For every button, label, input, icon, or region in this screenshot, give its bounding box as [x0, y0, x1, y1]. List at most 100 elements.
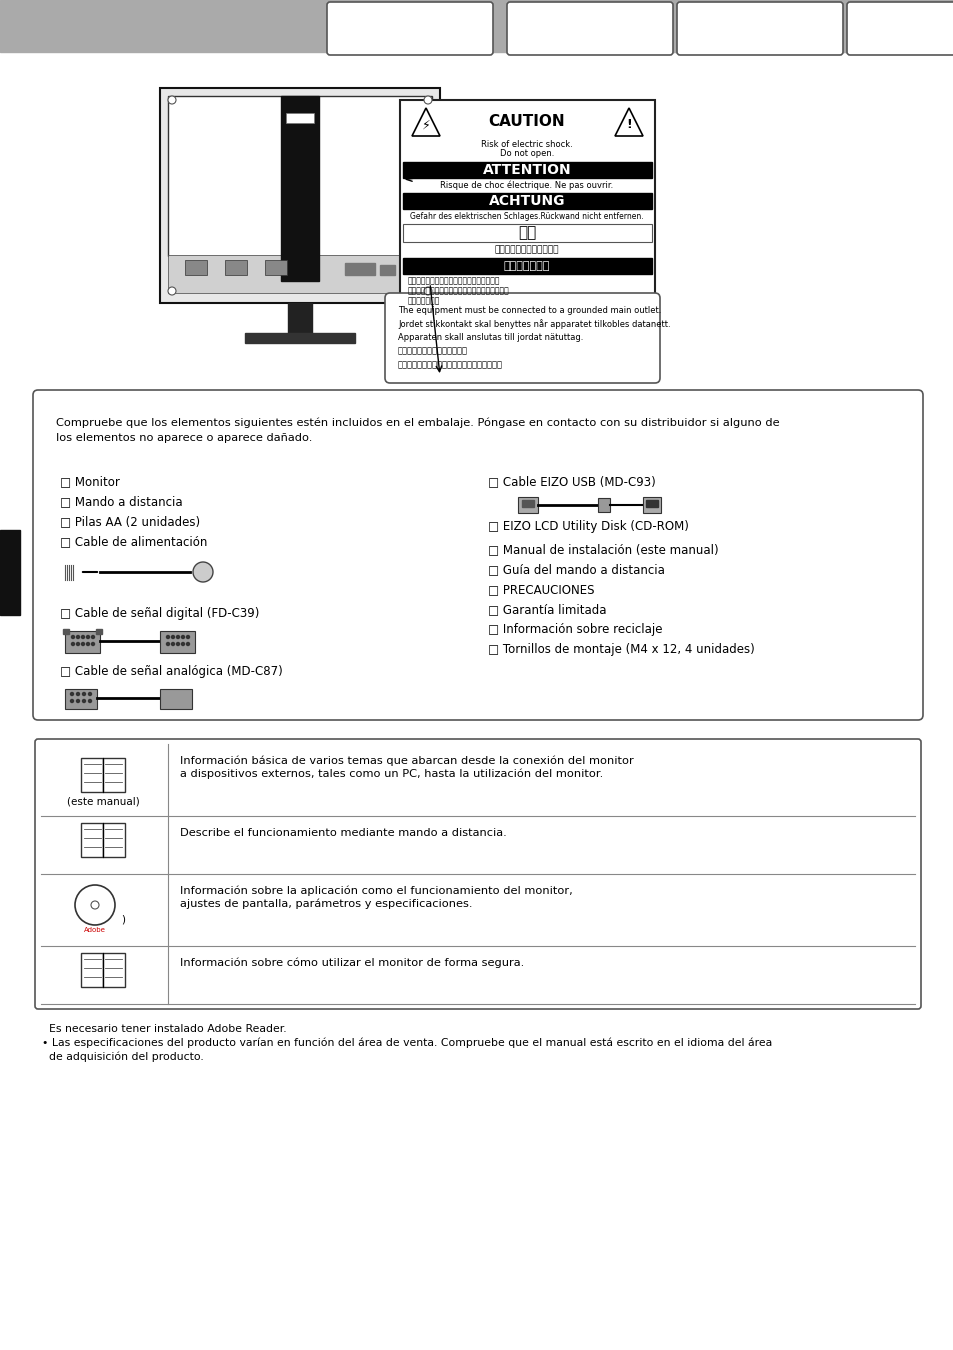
Text: ⚡: ⚡ [421, 119, 430, 131]
Text: □ EIZO LCD Utility Disk (CD-ROM): □ EIZO LCD Utility Disk (CD-ROM) [488, 520, 688, 533]
Text: !: ! [625, 119, 631, 131]
Text: □ Cable de señal analógica (MD-C87): □ Cable de señal analógica (MD-C87) [60, 666, 282, 678]
Circle shape [181, 636, 184, 639]
Text: □ Pilas AA (2 unidades): □ Pilas AA (2 unidades) [60, 514, 200, 528]
Text: □ Garantía limitada: □ Garantía limitada [488, 603, 606, 616]
Bar [185, 261, 207, 275]
Bar [288, 302, 312, 333]
Bar [345, 263, 375, 275]
Bar [81, 953, 103, 987]
Circle shape [87, 643, 90, 645]
Bar [521, 500, 534, 508]
Bar [160, 630, 194, 653]
Circle shape [91, 636, 94, 639]
Text: □ Monitor: □ Monitor [60, 475, 120, 487]
Text: Describe el funcionamiento mediante mando a distancia.: Describe el funcionamiento mediante mand… [180, 828, 506, 838]
Text: Gefahr des elektrischen Schlages.Rückwand nicht entfernen.: Gefahr des elektrischen Schlages.Rückwan… [410, 212, 643, 221]
Bar [103, 824, 125, 857]
Bar [63, 629, 69, 634]
Circle shape [168, 288, 175, 296]
Circle shape [172, 643, 174, 645]
Bar [399, 100, 655, 296]
Circle shape [87, 636, 90, 639]
Circle shape [186, 636, 190, 639]
Circle shape [76, 699, 79, 702]
Bar [65, 688, 97, 709]
Text: ACHTUNG: ACHTUNG [488, 194, 565, 208]
Circle shape [75, 886, 115, 925]
Text: □ Cable EIZO USB (MD-C93): □ Cable EIZO USB (MD-C93) [488, 475, 655, 487]
Bar [81, 757, 103, 792]
Bar [168, 255, 432, 293]
Text: Risque de choc électrique. Ne pas ouvrir.: Risque de choc électrique. Ne pas ouvrir… [440, 181, 613, 190]
Text: ATTENTION: ATTENTION [482, 163, 571, 177]
Bar [286, 113, 314, 123]
Text: Información sobre la aplicación como el funcionamiento del monitor,
ajustes de p: Información sobre la aplicación como el … [180, 886, 572, 909]
Circle shape [71, 699, 73, 702]
Circle shape [81, 643, 85, 645]
Text: 这设备必须连接至接地主插座。: 这设备必须连接至接地主插座。 [397, 347, 468, 355]
Text: 小心: 小心 [517, 225, 536, 240]
Bar [65, 630, 100, 653]
Text: □ Mando a distancia: □ Mando a distancia [60, 495, 182, 508]
Text: ): ) [121, 915, 125, 925]
Circle shape [176, 636, 179, 639]
Bar [598, 498, 609, 512]
Circle shape [89, 693, 91, 695]
Circle shape [176, 643, 179, 645]
Bar [225, 261, 247, 275]
Circle shape [168, 96, 175, 104]
Text: □ Manual de instalación (este manual): □ Manual de instalación (este manual) [488, 543, 718, 556]
Circle shape [193, 562, 213, 582]
Text: □ PRECAUCIONES: □ PRECAUCIONES [488, 583, 594, 595]
Circle shape [71, 636, 74, 639]
Bar [160, 688, 192, 709]
Text: Información sobre cómo utilizar el monitor de forma segura.: Información sobre cómo utilizar el monit… [180, 958, 524, 968]
Text: The equipment must be connected to a grounded main outlet.: The equipment must be connected to a gro… [397, 306, 660, 315]
Bar [402, 258, 651, 274]
Text: Apparaten skall anslutas till jordat nätuttag.: Apparaten skall anslutas till jordat nät… [397, 333, 583, 342]
Circle shape [186, 643, 190, 645]
Text: de adquisición del producto.: de adquisición del producto. [42, 1052, 204, 1062]
FancyBboxPatch shape [327, 1, 493, 55]
Circle shape [181, 643, 184, 645]
Text: □ Información sobre reciclaje: □ Información sobre reciclaje [488, 622, 661, 636]
Circle shape [76, 643, 79, 645]
Polygon shape [412, 108, 439, 136]
Circle shape [91, 900, 99, 909]
Circle shape [172, 636, 174, 639]
Text: CAUTION: CAUTION [488, 115, 565, 130]
Bar [0, 531, 20, 616]
Bar [103, 953, 125, 987]
Text: サービスマン以外の方は蓋をあけないでくだ
さい。内部には高電圧部分が働くあり、アーさわ
ると危険です。: サービスマン以外の方は蓋をあけないでくだ さい。内部には高電圧部分が働くあり、ア… [408, 275, 509, 306]
Text: Jordet stikkontakt skal benyttes når apparatet tilkobles datanett.: Jordet stikkontakt skal benyttes når app… [397, 320, 670, 329]
Circle shape [167, 636, 170, 639]
Circle shape [167, 643, 170, 645]
Circle shape [71, 693, 73, 695]
Bar [81, 824, 103, 857]
Circle shape [423, 288, 432, 296]
Circle shape [81, 636, 85, 639]
Text: Risk of electric shock.: Risk of electric shock. [480, 140, 572, 148]
Bar [281, 96, 318, 281]
Text: □ Guía del mando a distancia: □ Guía del mando a distancia [488, 563, 664, 576]
FancyBboxPatch shape [33, 390, 923, 720]
Text: Adobe: Adobe [84, 927, 106, 933]
FancyBboxPatch shape [846, 1, 953, 55]
Text: □ Cable de señal digital (FD-C39): □ Cable de señal digital (FD-C39) [60, 608, 259, 620]
Text: 電源コードのアースは必ず接地してください。: 電源コードのアースは必ず接地してください。 [397, 360, 502, 369]
Bar [96, 629, 102, 634]
Circle shape [423, 96, 432, 104]
Polygon shape [615, 108, 642, 136]
Text: □ Cable de alimentación: □ Cable de alimentación [60, 535, 207, 548]
Text: 有触电的风险。请勿打开。: 有触电的风险。请勿打开。 [495, 244, 558, 254]
Text: Do not open.: Do not open. [499, 148, 554, 158]
Text: Es necesario tener instalado Adobe Reader.: Es necesario tener instalado Adobe Reade… [42, 1025, 286, 1034]
Bar [379, 265, 395, 275]
Bar [168, 96, 432, 256]
Bar [265, 261, 287, 275]
Text: Compruebe que los elementos siguientes estén incluidos en el embalaje. Póngase e: Compruebe que los elementos siguientes e… [56, 417, 779, 428]
Text: Información básica de varios temas que abarcan desde la conexión del monitor
a d: Información básica de varios temas que a… [180, 756, 633, 779]
Circle shape [82, 693, 86, 695]
Circle shape [76, 693, 79, 695]
